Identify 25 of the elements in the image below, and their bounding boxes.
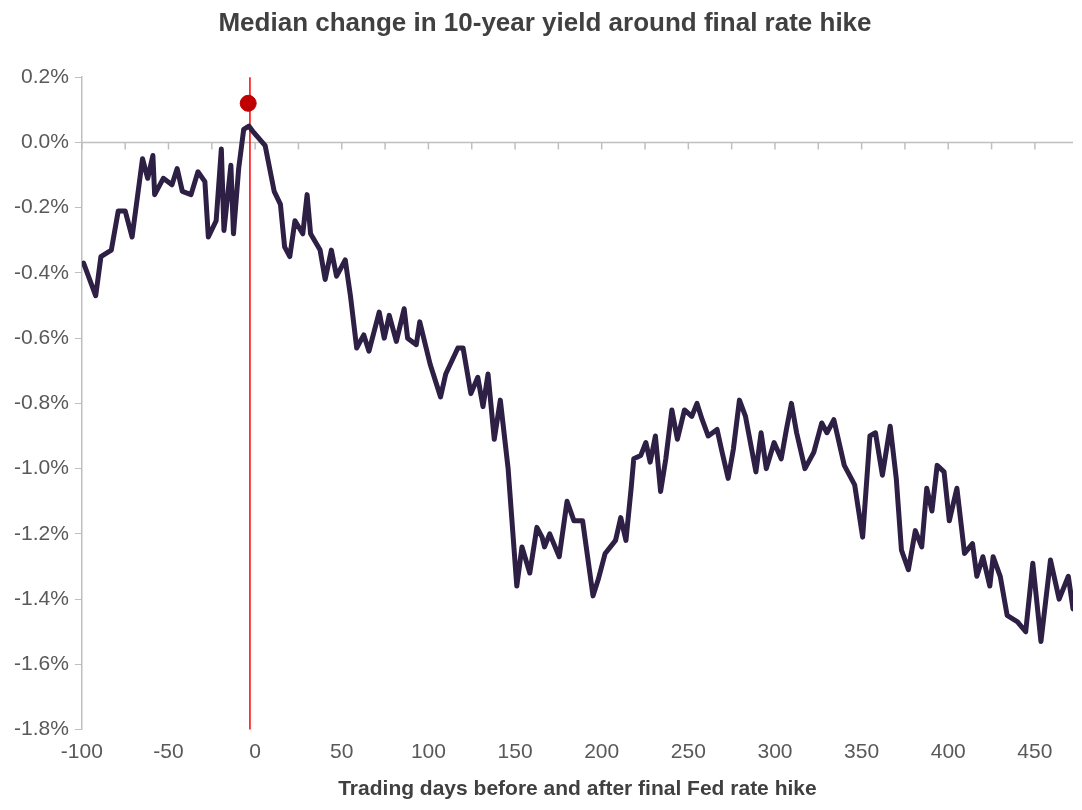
y-tick-label: -0.4%: [14, 259, 69, 283]
y-tick-label: -1.0%: [14, 455, 69, 479]
x-tick-label: 150: [497, 739, 533, 762]
y-tick-label: -0.8%: [14, 390, 69, 414]
x-tick-label: 200: [584, 739, 620, 762]
x-tick-label: -50: [153, 739, 184, 762]
x-tick-label: 100: [410, 739, 446, 762]
x-tick-label: 400: [930, 739, 966, 762]
y-tick-label: -1.8%: [14, 716, 69, 740]
y-tick-label: 0.2%: [20, 64, 69, 87]
x-tick-label: 250: [670, 739, 706, 762]
x-tick-label: -100: [60, 739, 103, 762]
y-tick-label: -1.4%: [14, 585, 69, 609]
x-axis-title: Trading days before and after final Fed rate hike: [338, 776, 817, 800]
chart-title: Median change in 10-year yield around final rate hike: [218, 6, 872, 37]
x-tick-label: 350: [844, 739, 880, 762]
y-tick-label: -1.2%: [14, 520, 69, 544]
y-tick-label: 0.0%: [20, 129, 69, 153]
y-tick-label: -1.6%: [14, 651, 69, 675]
x-tick-label: 0: [249, 739, 261, 762]
y-tick-label: -0.2%: [14, 194, 69, 218]
y-tick-label: -0.6%: [14, 324, 69, 348]
x-tick-label: 50: [330, 739, 354, 762]
x-tick-label: 450: [1017, 739, 1053, 762]
x-tick-label: 300: [757, 739, 793, 762]
